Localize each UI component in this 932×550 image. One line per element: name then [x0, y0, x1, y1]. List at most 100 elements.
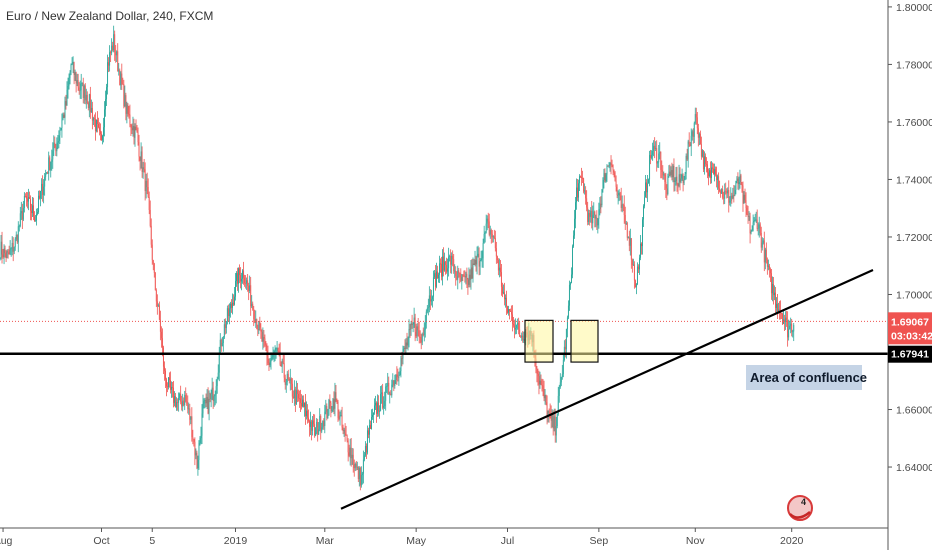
candle-body	[277, 347, 279, 352]
candle-body	[618, 193, 620, 195]
candle-body	[311, 421, 313, 431]
candle-body	[387, 382, 389, 387]
candle-body	[2, 254, 4, 258]
candle-body	[505, 297, 506, 300]
candle-body	[74, 72, 76, 75]
candle-body	[137, 132, 139, 143]
highlight-box[interactable]	[524, 319, 554, 363]
candle-body	[451, 255, 453, 265]
candle-body	[431, 296, 433, 300]
candle-body	[381, 392, 383, 394]
candle-body	[516, 324, 518, 328]
candle-body	[36, 213, 37, 221]
candle-body	[769, 269, 771, 274]
candle-body	[684, 173, 686, 180]
candle-body	[734, 190, 736, 196]
candle-body	[509, 309, 510, 312]
candle-body	[326, 406, 328, 418]
candle-body	[444, 261, 446, 271]
candle-body	[675, 176, 677, 181]
candle-body	[55, 147, 57, 152]
ascending-trend-line[interactable]	[340, 269, 874, 510]
candle-body	[746, 208, 748, 215]
candle-body	[554, 416, 556, 436]
candle-body	[630, 238, 632, 260]
candle-body	[436, 271, 437, 287]
candle-body	[510, 311, 511, 312]
candle-body	[105, 99, 107, 110]
candle-body	[712, 167, 713, 169]
last-price-label: 1.69067	[891, 316, 929, 328]
candle-body	[519, 329, 521, 337]
candle-body	[576, 187, 577, 203]
candle-body	[637, 266, 639, 270]
candle-body	[404, 347, 406, 349]
candle-body	[11, 242, 13, 249]
candle-body	[24, 195, 26, 197]
candle-body	[385, 386, 387, 401]
candle-body	[591, 210, 593, 224]
candle-body	[243, 270, 245, 278]
candle-body	[85, 94, 87, 101]
candle-body	[383, 405, 385, 408]
candle-body	[18, 226, 20, 227]
candle-body	[788, 329, 790, 338]
candle-body	[475, 259, 477, 265]
candle-body	[721, 189, 723, 194]
candle-body	[149, 209, 151, 226]
candle-body	[21, 211, 23, 220]
candle-body	[420, 337, 422, 343]
annotation-text: Area of confluence	[750, 370, 867, 385]
candle-body	[553, 416, 555, 429]
candle-body	[410, 323, 412, 330]
candle-body	[515, 327, 517, 330]
price-tick-label: 1.74000	[896, 174, 932, 186]
candle-body	[339, 415, 341, 419]
tradingview-logo-icon[interactable]: 4	[787, 495, 813, 521]
time-tick-label: Jul	[501, 535, 514, 547]
chart-title: Euro / New Zealand Dollar, 240, FXCM	[6, 9, 213, 23]
candle-body	[362, 459, 364, 474]
candle-body	[654, 145, 656, 149]
candle-body	[64, 101, 66, 118]
candle-body	[315, 427, 317, 436]
candle-body	[569, 283, 571, 285]
candle-body	[728, 189, 730, 203]
candle-body	[47, 172, 49, 174]
candle-body	[83, 85, 85, 98]
candle-body	[703, 156, 705, 170]
candle-body	[619, 193, 621, 196]
candle-body	[561, 374, 563, 378]
candle-body	[378, 402, 380, 412]
candle-body	[123, 84, 125, 107]
candle-body	[353, 464, 355, 469]
candle-body	[766, 259, 768, 267]
candle-body	[91, 107, 93, 121]
candle-body	[417, 326, 419, 331]
candle-body	[613, 170, 615, 173]
candle-body	[271, 357, 273, 361]
highlight-box[interactable]	[570, 319, 599, 363]
candle-body	[496, 256, 498, 260]
candle-body	[25, 196, 27, 199]
candle-body	[547, 411, 549, 417]
candle-body	[731, 195, 733, 199]
candle-body	[627, 237, 629, 238]
candle-body	[669, 171, 671, 176]
candle-body	[732, 194, 734, 199]
candle-body	[113, 34, 115, 51]
candle-body	[498, 267, 500, 271]
candle-body	[694, 114, 696, 124]
confluence-annotation[interactable]: Area of confluence	[746, 365, 867, 390]
time-tick-label: 5	[149, 535, 155, 547]
candle-body	[259, 321, 261, 328]
candle-body	[607, 165, 609, 167]
candle-body	[278, 351, 280, 353]
candle-body	[775, 292, 776, 308]
candle-body	[708, 172, 709, 177]
candle-body	[693, 123, 695, 137]
candle-body	[344, 429, 346, 434]
candle-body	[101, 133, 102, 141]
